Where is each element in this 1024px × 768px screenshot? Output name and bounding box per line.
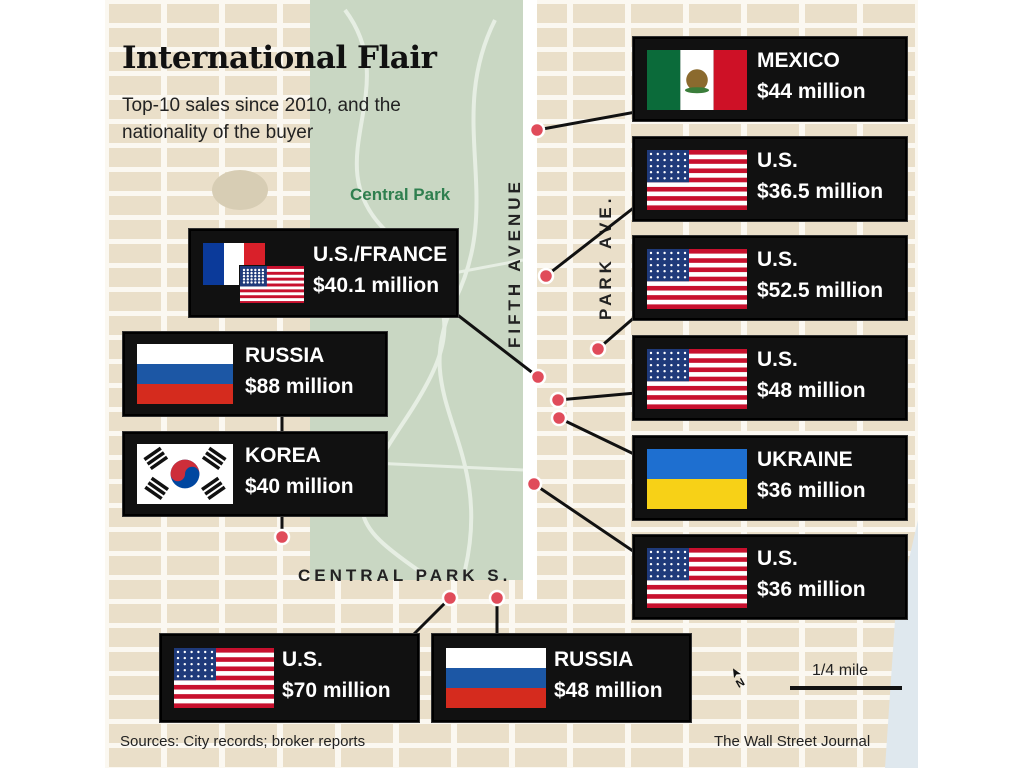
us-flag-icon — [647, 249, 747, 309]
russia-flag-icon — [446, 648, 546, 708]
korea-flag-icon — [137, 444, 233, 504]
sale-card: U.S. $36.5 million — [633, 137, 907, 221]
us-flag-icon — [174, 648, 274, 708]
location-marker — [529, 368, 547, 386]
location-marker — [441, 589, 459, 607]
sale-card: UKRAINE $36 million — [633, 436, 907, 520]
page-title: International Flair — [122, 40, 437, 76]
scale-bar — [790, 686, 902, 690]
sale-card: U.S. $36 million — [633, 535, 907, 619]
sale-card: U.S./FRANCE $40.1 million — [189, 229, 458, 317]
us-flag-icon — [647, 548, 747, 608]
buyer-country: U.S./FRANCE — [313, 243, 448, 266]
buyer-country: UKRAINE — [757, 448, 853, 471]
sale-price: $70 million — [282, 679, 391, 702]
page-subtitle: Top-10 sales since 2010, and the nationa… — [122, 95, 401, 143]
ukraine-flag-icon — [647, 449, 747, 509]
sale-price: $36 million — [757, 578, 866, 601]
buyer-country: RUSSIA — [554, 648, 634, 671]
us-flag-icon — [647, 150, 747, 210]
buyer-country: U.S. — [757, 547, 798, 570]
svg-text:N: N — [734, 676, 747, 688]
location-marker — [488, 589, 506, 607]
sale-price: $40.1 million — [313, 274, 440, 297]
location-marker — [549, 391, 567, 409]
buyer-country: U.S. — [757, 348, 798, 371]
buyer-country: RUSSIA — [245, 344, 325, 367]
sale-price: $88 million — [245, 375, 354, 398]
france-us-flag-icon — [203, 243, 307, 303]
russia-flag-icon — [137, 344, 233, 404]
sale-card: KOREA $40 million — [123, 432, 387, 516]
sale-card: U.S. $70 million — [160, 634, 419, 722]
sale-card: MEXICO $44 million — [633, 37, 907, 121]
sale-price: $36.5 million — [757, 180, 884, 203]
sale-price: $44 million — [757, 80, 866, 103]
location-marker — [537, 267, 555, 285]
location-marker — [550, 409, 568, 427]
wsj-credit: The Wall Street Journal — [714, 733, 871, 750]
buyer-country: U.S. — [757, 248, 798, 271]
sale-price: $48 million — [554, 679, 663, 702]
scale-label: 1/4 mile — [812, 662, 869, 679]
buyer-country: KOREA — [245, 444, 321, 467]
sale-price: $52.5 million — [757, 279, 884, 302]
sale-price: $48 million — [757, 379, 866, 402]
sale-price: $36 million — [757, 479, 866, 502]
buyer-country: U.S. — [757, 149, 798, 172]
sale-card: U.S. $52.5 million — [633, 236, 907, 320]
central-park-label: Central Park — [350, 185, 451, 204]
sources-note: Sources: City records; broker reports — [120, 733, 366, 750]
sale-card: RUSSIA $88 million — [123, 332, 387, 416]
location-marker — [525, 475, 543, 493]
buyer-country: MEXICO — [757, 49, 840, 72]
central-park-south-label: CENTRAL PARK S. — [298, 566, 512, 585]
mexico-flag-icon — [647, 50, 747, 110]
location-marker — [528, 121, 546, 139]
us-flag-icon — [647, 349, 747, 409]
buyer-country: U.S. — [282, 648, 323, 671]
location-marker — [273, 528, 291, 546]
sale-card: RUSSIA $48 million — [432, 634, 691, 722]
north-arrow-icon: N — [727, 666, 749, 693]
location-marker — [589, 340, 607, 358]
sale-price: $40 million — [245, 475, 354, 498]
sale-card: U.S. $48 million — [633, 336, 907, 420]
